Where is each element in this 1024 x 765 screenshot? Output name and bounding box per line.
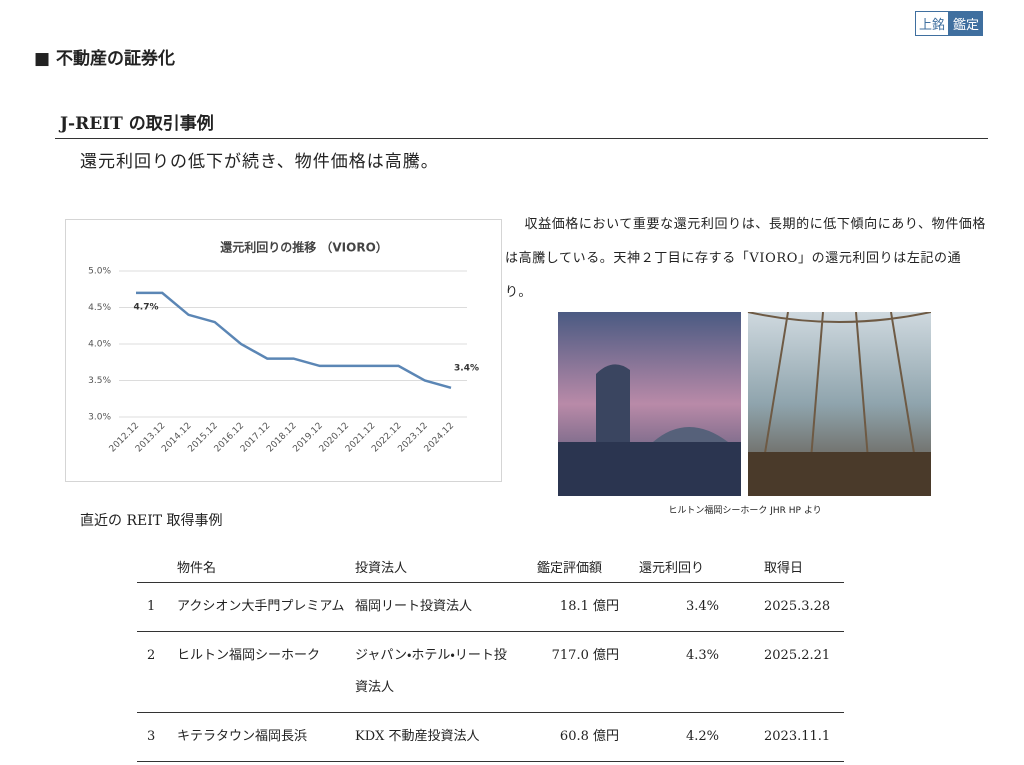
table-cell: 2025.3.28 (739, 582, 844, 632)
logo: 上銘 鑑定 (915, 11, 984, 36)
data-label: 3.4% (454, 363, 479, 373)
chart-box: 還元利回りの推移 （VIORO） 3.0% 3.5% 4.0% 4.5% 5.0% 201… (65, 219, 502, 482)
table-cell: 3.4% (627, 582, 739, 632)
y-tick-label: 3.0% (88, 413, 111, 423)
table-cell: 4.2% (627, 712, 739, 762)
header-cell: 取得日 (739, 550, 844, 583)
table-header: 物件名 投資法人 鑑定評価額 還元利回り 取得日 (137, 550, 844, 583)
data-label: 4.7% (134, 302, 159, 312)
line (136, 291, 452, 390)
table-cell: アクシオン大手門プレミアム (177, 582, 355, 632)
table-title: 直近の REIT 取得事例 (80, 513, 223, 529)
photos (558, 312, 931, 496)
chart-title: 還元利回りの推移 （VIORO） (220, 240, 388, 255)
photo-frame (747, 312, 931, 496)
heading: J-REIT の取引事例 (60, 114, 214, 134)
table-cell: 60.8 億円 (525, 712, 627, 762)
header-cell (137, 550, 177, 583)
y-tick-label: 3.5% (88, 376, 111, 386)
logo-text: 鑑定 (949, 11, 984, 36)
table-cell: 1 (137, 582, 177, 632)
table-cell: 2025.2.21 (739, 631, 844, 713)
paragraph: 収益価格において重要な還元利回りは、長期的に低下傾向にあり、物件価格は高騰してい… (505, 217, 986, 300)
photo-water (558, 442, 741, 496)
header-cell: 還元利回り (627, 550, 739, 583)
section-title-text: 不動産の証券化 (55, 49, 175, 69)
table-cell: 2023.11.1 (739, 712, 844, 762)
chart: 還元利回りの推移 （VIORO） 3.0%3.5%4.0%4.5%5.0%201… (88, 240, 479, 455)
header-cell: 鑑定評価額 (525, 550, 627, 583)
table: 物件名 投資法人 鑑定評価額 還元利回り 取得日 1 アクシオン大手門プレミアム 福岡リート… (137, 550, 844, 762)
rule (55, 138, 988, 139)
photo-dome (653, 427, 728, 442)
y-tick-label: 5.0% (88, 267, 111, 277)
table-row: 1 アクシオン大手門プレミアム 福岡リート投資法人 18.1 億円 3.4% 2025.3… (137, 582, 844, 632)
table-cell: 2 (137, 631, 177, 713)
table-cell: ジャパン・ホテル・リート投資法人 (355, 631, 525, 713)
lead: 還元利回りの低下が続き、物件価格は高騰。 (80, 152, 439, 172)
photo-floor (748, 452, 931, 496)
table-cell: キテラタウン福岡長浜 (177, 712, 355, 762)
header-cell: 物件名 (177, 550, 355, 583)
table-cell: 4.3% (627, 631, 739, 713)
logo-text: 上銘 (915, 11, 950, 36)
table-row: 3 キテラタウン福岡長浜 KDX 不動産投資法人 60.8 億円 4.2% 2023.11… (137, 712, 844, 762)
photo-caption: ヒルトン福岡シーホーク JHR HP より (668, 506, 822, 516)
photo-building (596, 364, 630, 442)
table-cell: ヒルトン福岡シーホーク (177, 631, 355, 713)
y-tick-label: 4.0% (88, 340, 111, 350)
table-cell: KDX 不動産投資法人 (355, 712, 525, 762)
table-row: 2 ヒルトン福岡シーホーク ジャパン・ホテル・リート投資法人 717.0 億円 4.3%… (137, 631, 844, 713)
table-cell: 福岡リート投資法人 (355, 582, 525, 632)
header-cell: 投資法人 (355, 550, 525, 583)
table-cell: 18.1 億円 (525, 582, 627, 632)
y-tick-label: 4.5% (88, 303, 111, 313)
table-cell: 717.0 億円 (525, 631, 627, 713)
section-title: ■ 不動産の証券化 (34, 49, 175, 69)
table-body: 1 アクシオン大手門プレミアム 福岡リート投資法人 18.1 億円 3.4% 2025.3… (137, 582, 844, 762)
table-cell: 3 (137, 712, 177, 762)
